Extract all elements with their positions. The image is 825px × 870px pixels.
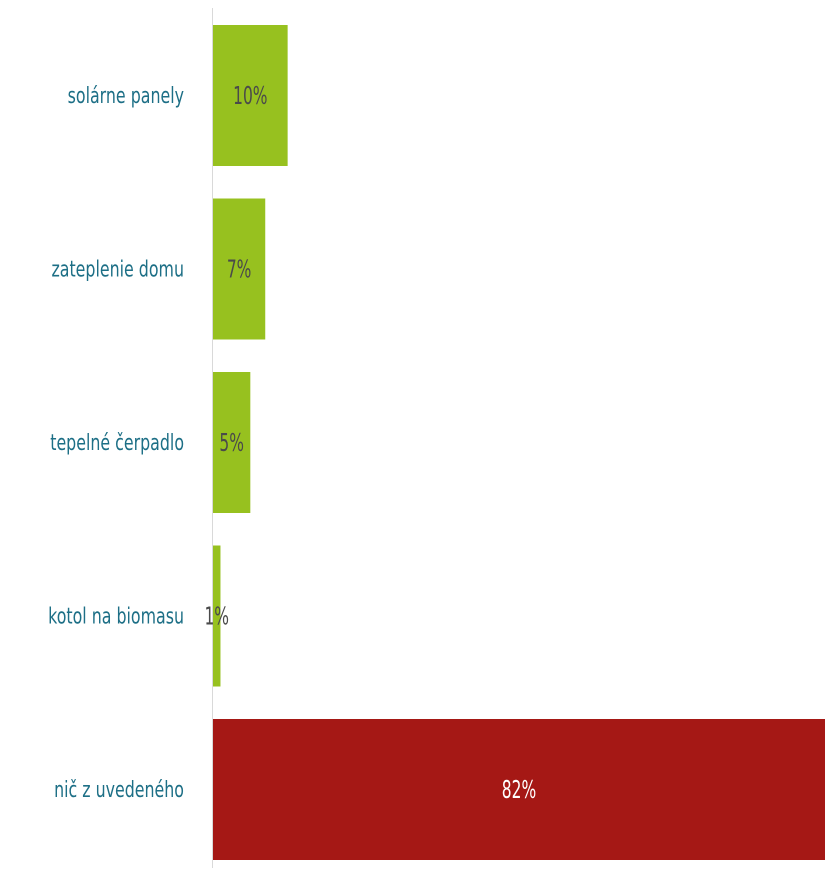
data-label-nic-z-uvedeneho: 82% — [502, 775, 536, 804]
bars-group — [213, 25, 825, 860]
bar-tepelne-cerpadlo — [213, 372, 251, 513]
bar-solarne-panely — [213, 25, 288, 166]
category-label-solarne-panely: solárne panely — [68, 82, 184, 108]
data-label-solarne-panely: 10% — [233, 81, 267, 110]
category-labels-group: solárne panely zateplenie domu tepelné čer… — [48, 82, 184, 802]
category-label-tepelne-cerpadlo: tepelné čerpadlo — [50, 429, 184, 455]
data-label-kotol-na-biomasu: 1% — [204, 602, 229, 631]
data-label-zateplenie-domu: 7% — [227, 255, 252, 284]
category-label-nic-z-uvedeneho: nič z uvedeného — [54, 776, 184, 802]
bar-kotol-na-biomasu — [213, 545, 221, 687]
bar-zateplenie-domu — [213, 198, 266, 340]
category-label-zateplenie-domu: zateplenie domu — [51, 256, 184, 282]
bar-nic-z-uvedeneho — [213, 719, 825, 860]
data-labels-group: 10% 7% 5% 1% 82% — [204, 81, 536, 804]
category-label-kotol-na-biomasu: kotol na biomasu — [48, 603, 184, 629]
data-label-tepelne-cerpadlo: 5% — [219, 428, 244, 457]
